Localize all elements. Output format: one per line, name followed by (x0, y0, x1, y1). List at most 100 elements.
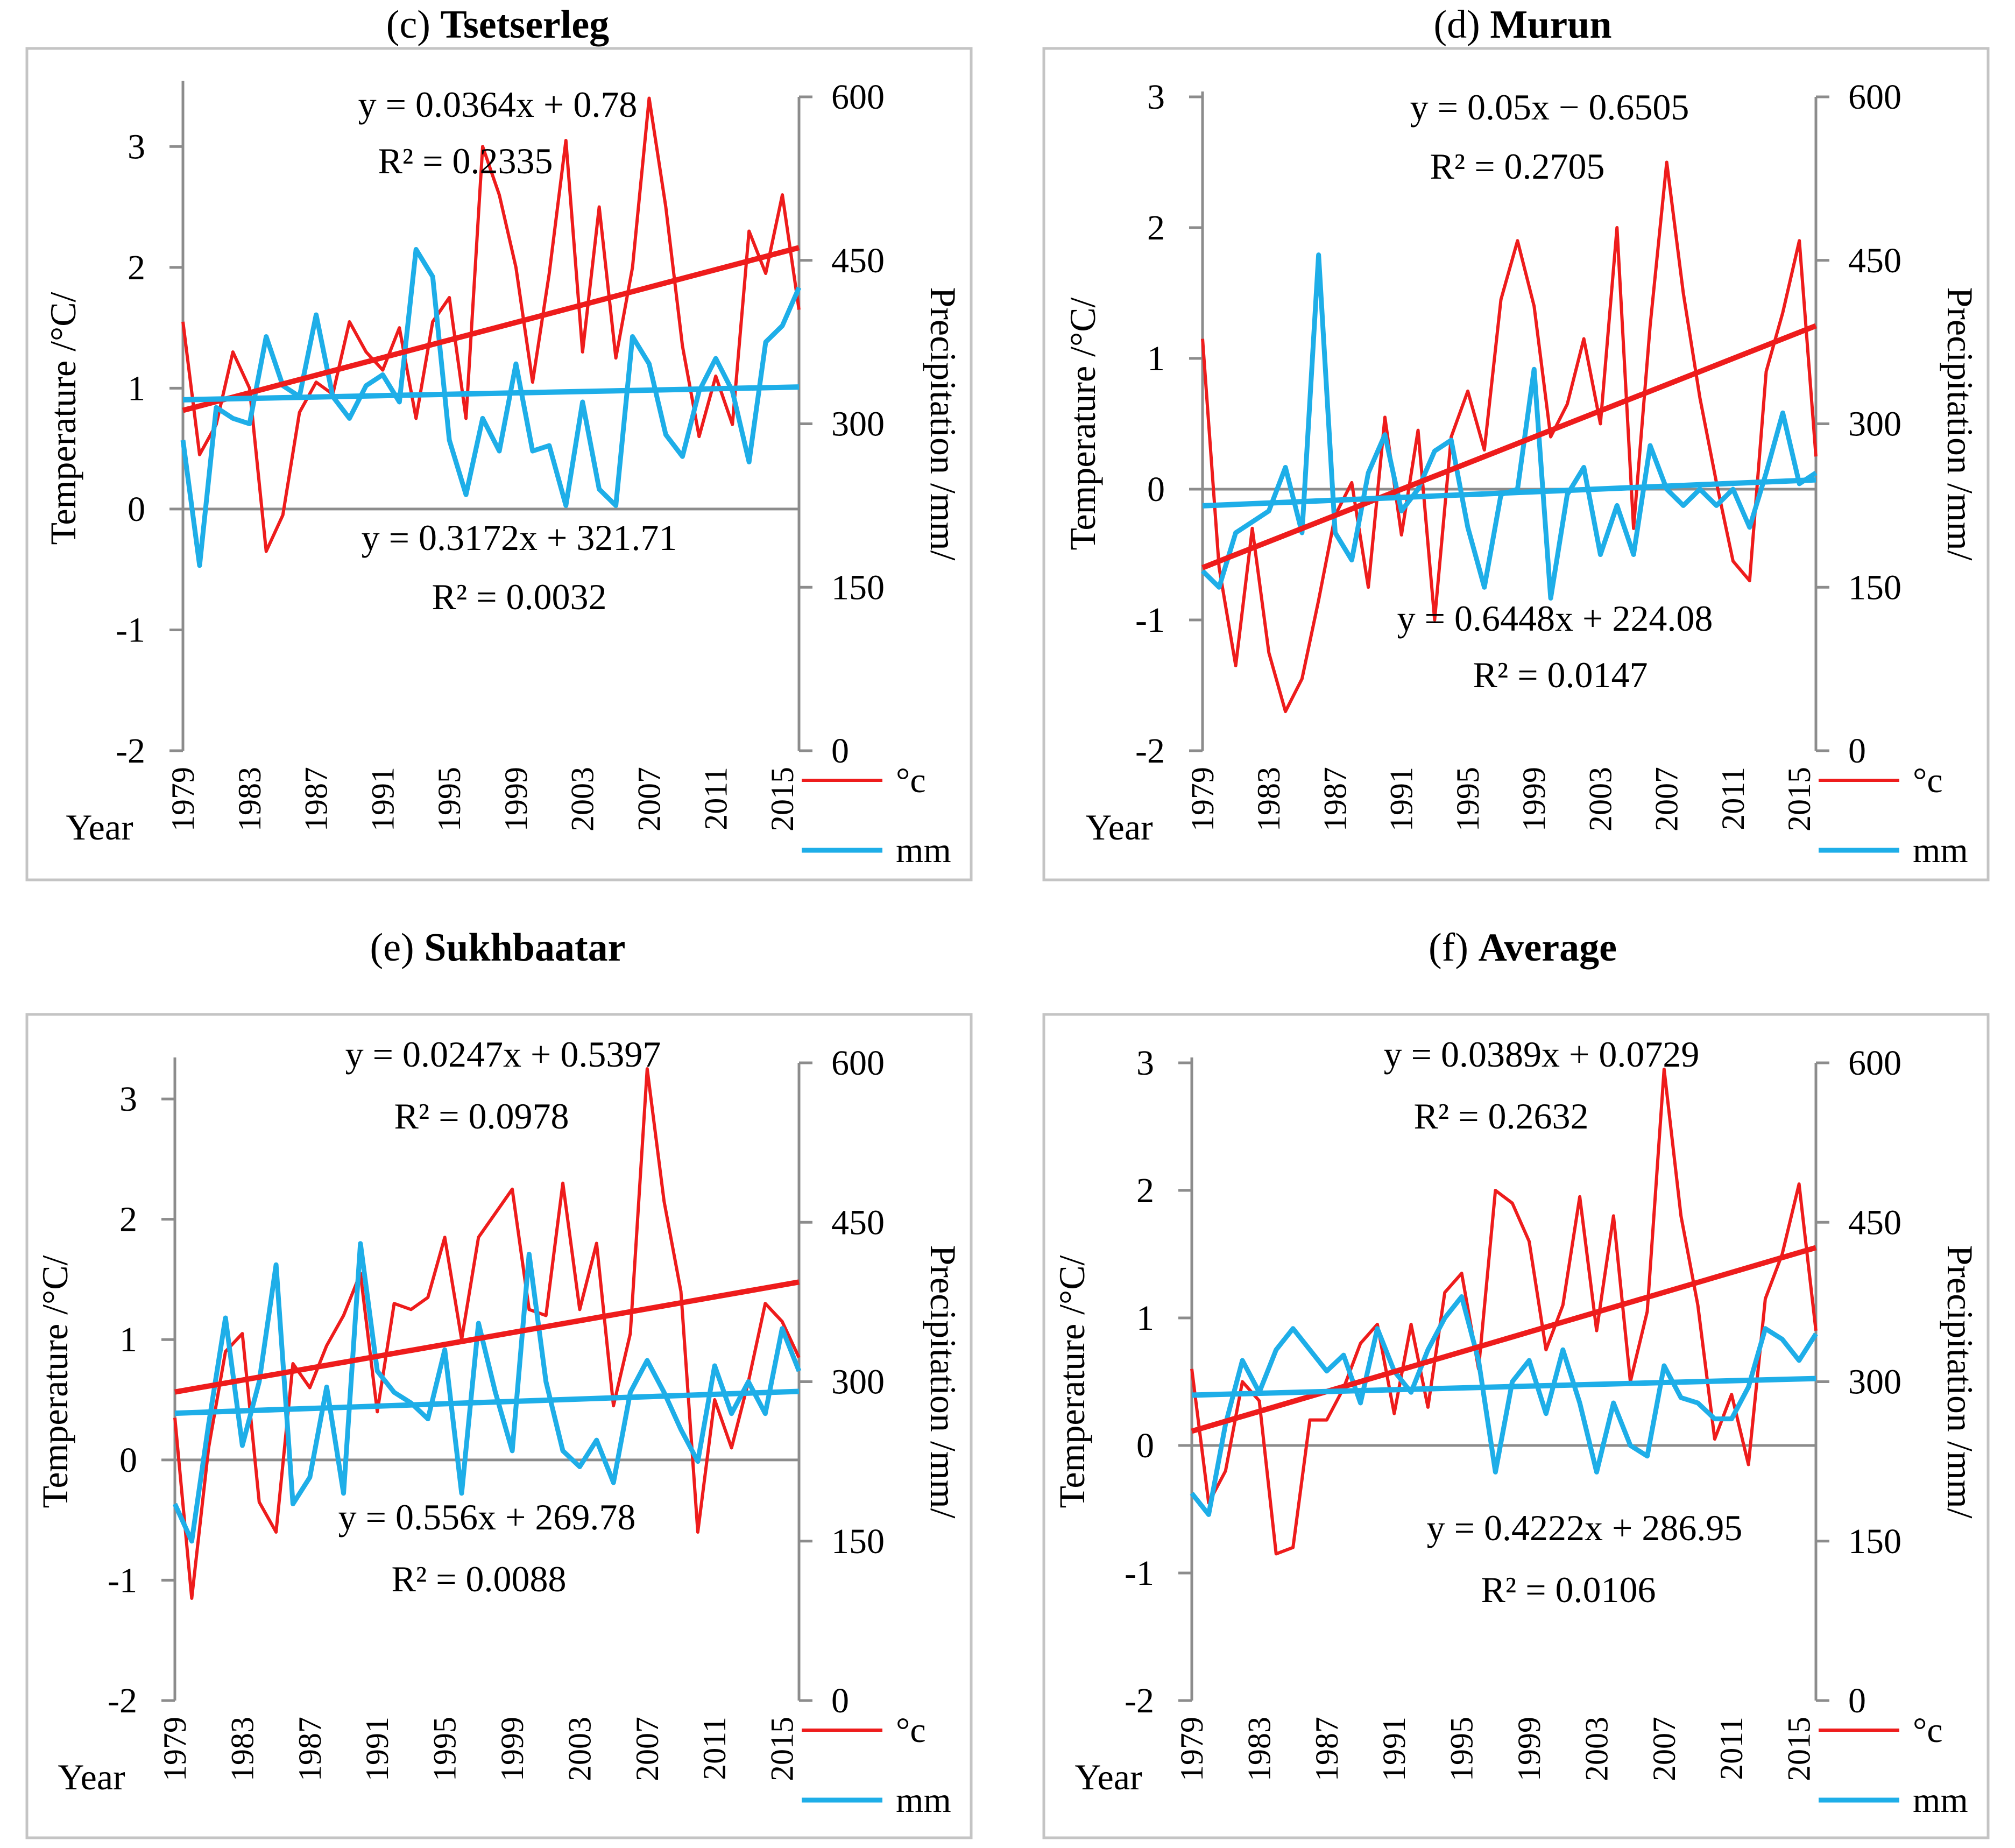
left-tick-label: -2 (1125, 1681, 1154, 1720)
temperature-series-line (1201, 160, 1818, 714)
right-tick-label: 0 (1848, 1681, 1866, 1720)
right-tick-label: 150 (831, 568, 885, 607)
chart-title-prefix: (e) (370, 926, 425, 970)
chart-panel-tsetserleg: (c) Tsetserleg -2 -1 0 1 2 3 0 150 300 450 600 1979 1… (25, 3, 973, 881)
right-tick-label: 300 (831, 405, 885, 444)
right-tick-label: 0 (1848, 731, 1866, 771)
temperature-trendline (1191, 1245, 1817, 1434)
left-tick-label: -1 (1125, 1554, 1154, 1593)
temperature-trend-equation: y = 0.0389x + 0.0729 (1384, 1034, 1700, 1075)
chart-title-prefix: (f) (1429, 926, 1478, 970)
x-tick-label: 1979 (1185, 767, 1220, 831)
temperature-trend-equation: y = 0.0247x + 0.5397 (345, 1034, 661, 1075)
precipitation-trend-r2: R² = 0.0088 (391, 1558, 566, 1599)
x-tick-label: 2015 (765, 767, 800, 831)
x-tick-label: 2003 (1582, 767, 1618, 831)
temperature-trend-equation: y = 0.05x − 0.6505 (1410, 87, 1689, 128)
left-tick-label: 2 (1136, 1171, 1154, 1210)
x-tick-label: 2007 (1646, 1717, 1682, 1781)
x-axis-label: Year (1074, 1757, 1142, 1797)
precipitation-trend-r2: R² = 0.0032 (432, 576, 606, 617)
x-tick-label: 1999 (494, 1717, 530, 1781)
precipitation-series-line (172, 1241, 802, 1544)
left-tick-label: 3 (128, 127, 145, 166)
left-y-axis-label: Temperature /°C/ (1062, 297, 1103, 550)
x-tick-label: 1999 (1511, 1717, 1547, 1781)
x-tick-label: 2015 (765, 1717, 800, 1781)
temperature-trend-r2: R² = 0.0978 (394, 1096, 569, 1137)
chart-frame (25, 47, 973, 881)
temperature-series-line (181, 96, 801, 553)
precipitation-series-line (180, 247, 802, 568)
x-tick-label: 2007 (630, 1717, 665, 1781)
chart-panel-average: (f) Average -2 -1 0 1 2 3 0 150 300 450 600 1979 1983… (1042, 926, 1990, 1839)
precipitation-trend-equation: y = 0.556x + 269.78 (338, 1497, 636, 1537)
temperature-trend-r2: R² = 0.2335 (378, 140, 553, 181)
right-tick-label: 0 (831, 731, 849, 771)
x-tick-label: 1999 (1516, 767, 1552, 831)
temperature-trendline (174, 1279, 800, 1395)
x-tick-label: 1983 (1241, 1717, 1277, 1781)
left-tick-label: 2 (128, 248, 145, 287)
right-tick-label: 450 (1848, 1203, 1901, 1242)
precipitation-trendline (182, 384, 800, 403)
left-tick-label: 3 (119, 1080, 137, 1119)
x-tick-label: 2011 (1714, 1717, 1749, 1780)
right-tick-label: 150 (1848, 568, 1901, 607)
x-tick-label: 1995 (432, 767, 467, 831)
x-tick-label: 2003 (562, 1717, 597, 1781)
right-y-axis-label: Precipitation /mm/ (1940, 1245, 1981, 1518)
x-tick-label: 2015 (1781, 1717, 1817, 1781)
legend-temperature-label: °c (1913, 761, 1943, 800)
right-tick-label: 450 (1848, 241, 1901, 280)
precipitation-trend-equation: y = 0.6448x + 224.08 (1397, 598, 1713, 639)
left-tick-label: -1 (108, 1561, 137, 1600)
left-tick-label: 1 (119, 1320, 137, 1359)
chart-title: (d) Murun (1434, 3, 1612, 47)
chart-title-name: Sukhbaatar (424, 926, 625, 970)
right-tick-label: 600 (1848, 1043, 1901, 1083)
x-tick-label: 1995 (427, 1717, 463, 1781)
x-tick-label: 2007 (631, 767, 667, 831)
temperature-trendline (1201, 323, 1817, 570)
left-tick-label: -2 (108, 1681, 137, 1720)
x-tick-label: 1979 (165, 767, 201, 831)
temperature-trendline (182, 245, 800, 413)
right-tick-label: 450 (831, 241, 885, 280)
left-y-axis-label: Temperature /°C/ (43, 292, 83, 545)
precipitation-trend-equation: y = 0.4222x + 286.95 (1427, 1507, 1743, 1548)
x-tick-label: 1983 (224, 1717, 260, 1781)
left-tick-label: 0 (128, 490, 145, 529)
chart-title-prefix: (d) (1434, 3, 1490, 47)
legend-precipitation-label: mm (896, 831, 951, 870)
x-tick-label: 1987 (1317, 767, 1353, 831)
x-tick-label: 1979 (1174, 1717, 1210, 1781)
x-tick-label: 1995 (1444, 1717, 1480, 1781)
x-tick-label: 2011 (697, 1717, 732, 1780)
precipitation-trendline (174, 1388, 800, 1416)
chart-frame (1042, 47, 1990, 881)
legend-precipitation-label: mm (896, 1781, 951, 1820)
chart-title-name: Murun (1490, 3, 1611, 47)
right-y-axis-label: Precipitation /mm/ (923, 287, 964, 560)
left-tick-label: -2 (1135, 731, 1165, 771)
x-tick-label: 1995 (1450, 767, 1486, 831)
chart-title: (e) Sukhbaatar (370, 926, 626, 970)
precipitation-trend-equation: y = 0.3172x + 321.71 (362, 517, 677, 558)
precipitation-series-line (1190, 1294, 1818, 1517)
left-tick-label: -1 (1135, 601, 1165, 640)
left-tick-label: 2 (1147, 208, 1165, 248)
chart-panel-sukhbaatar: (e) Sukhbaatar -2 -1 0 1 2 3 0 150 300 450 600 1979 1… (25, 926, 973, 1839)
left-tick-label: 0 (119, 1441, 137, 1480)
temperature-trend-r2: R² = 0.2632 (1413, 1096, 1588, 1137)
legend-precipitation-label: mm (1913, 1781, 1968, 1820)
legend-temperature-label: °c (1913, 1711, 1943, 1750)
x-tick-label: 2015 (1781, 767, 1817, 831)
precipitation-trend-r2: R² = 0.0147 (1473, 654, 1648, 695)
chart-title-name: Tsetserleg (440, 3, 609, 47)
right-tick-label: 450 (831, 1203, 885, 1242)
right-tick-label: 600 (831, 1043, 885, 1083)
left-tick-label: 0 (1147, 470, 1165, 509)
